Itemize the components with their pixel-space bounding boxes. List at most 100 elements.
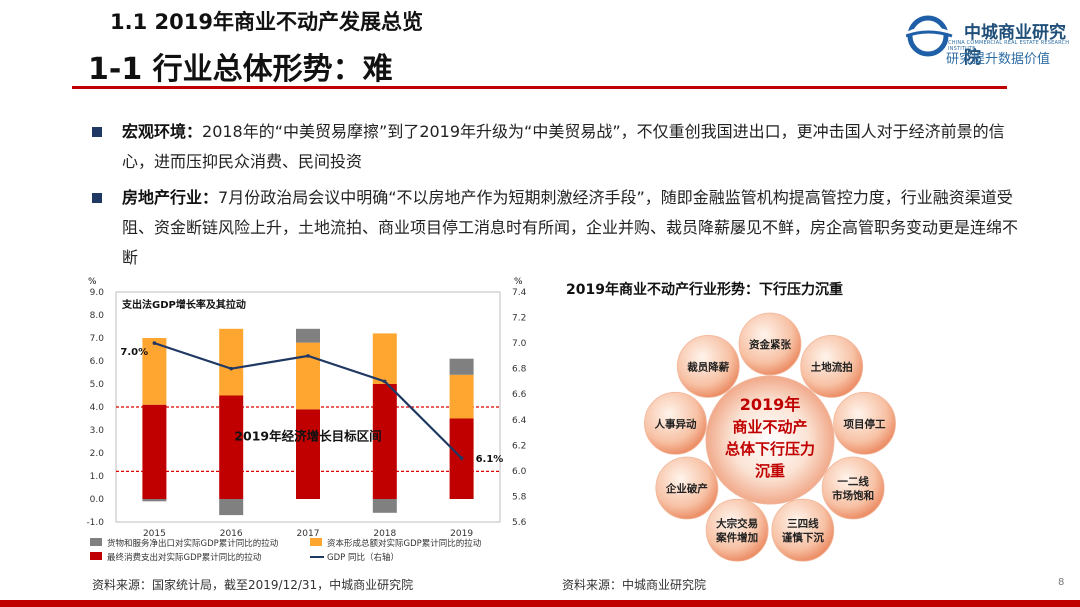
- bullet-realestate: 房地产行业：7月份政治局会议中明确“不以房地产作为短期刺激经济手段”，随即金融监…: [92, 183, 1022, 273]
- bar-capital-formation: [142, 338, 167, 405]
- factor-label: 谨慎下沉: [782, 531, 824, 544]
- bar-net-export: [449, 358, 474, 375]
- diagram-title: 2019年商业不动产行业形势：下行压力沉重: [566, 282, 843, 298]
- right-axis-unit: %: [514, 277, 523, 287]
- y2-tick-label: 7.4: [512, 288, 527, 298]
- factor-label: 人事异动: [654, 417, 696, 430]
- y2-tick-label: 6.4: [512, 416, 527, 426]
- gdp-point: [306, 354, 310, 358]
- bar-net-export: [372, 499, 397, 513]
- bar-consumption: [142, 404, 167, 499]
- y2-tick-label: 5.8: [512, 492, 527, 502]
- factor-label: 市场饱和: [832, 489, 874, 502]
- bullet-macro: 宏观环境：2018年的“中美贸易摩擦”到了2019年升级为“中美贸易战”，不仅重…: [92, 117, 1022, 177]
- header-divider: [72, 86, 1007, 89]
- y-tick-label: 3.0: [90, 426, 105, 436]
- factor-circle: [676, 335, 740, 398]
- x-tick-label: 2015: [143, 529, 166, 539]
- annotation-2015: 7.0%: [120, 347, 148, 358]
- section-title: 1.1 2019年商业不动产发展总览: [110, 10, 423, 34]
- gdp-point: [229, 366, 233, 371]
- y-tick-label: 2.0: [90, 449, 105, 459]
- factor-circle: [705, 498, 769, 562]
- bar-net-export: [296, 328, 320, 343]
- left-axis-unit: %: [88, 277, 97, 287]
- center-label-line: 商业不动产: [732, 418, 807, 436]
- x-tick-label: 2019: [450, 529, 473, 539]
- target-range-label: 2019年经济增长目标区间: [234, 428, 381, 443]
- bar-consumption: [219, 395, 244, 499]
- bar-capital-formation: [296, 342, 320, 410]
- factor-label: 企业破产: [665, 482, 708, 495]
- y2-tick-label: 6.6: [512, 390, 527, 400]
- center-label-line: 总体下行压力: [725, 440, 815, 458]
- x-tick-label: 2018: [373, 529, 396, 539]
- bar-net-export: [142, 499, 167, 502]
- y2-tick-label: 5.6: [512, 518, 527, 528]
- gdp-point: [152, 341, 157, 345]
- bullet-list: 宏观环境：2018年的“中美贸易摩擦”到了2019年升级为“中美贸易战”，不仅重…: [92, 117, 1022, 279]
- logo-slogan: 研究提升数据价值: [946, 52, 1051, 67]
- y-tick-label: 4.0: [90, 403, 105, 413]
- chart-source: 资料来源：国家统计局，截至2019/12/31，中城商业研究院: [92, 578, 414, 592]
- center-label-line: 沉重: [755, 462, 785, 480]
- annotation-2019: 6.1%: [476, 454, 504, 465]
- center-circle: [705, 375, 835, 505]
- page-number: 8: [1058, 577, 1065, 588]
- factor-circle: [821, 456, 885, 520]
- y-tick-label: 0.0: [90, 495, 105, 505]
- y2-tick-label: 7.2: [512, 314, 526, 324]
- factor-label: 案件增加: [715, 531, 758, 544]
- y-tick-label: -1.0: [86, 518, 104, 528]
- bullet-square-icon: [92, 193, 102, 203]
- factor-label: 一二线: [837, 475, 869, 488]
- diagram-source: 资料来源：中城商业研究院: [562, 578, 707, 592]
- factor-label: 资金紧张: [749, 338, 791, 351]
- factor-circle: [644, 391, 707, 455]
- legend-swatch: [90, 552, 102, 560]
- y-tick-label: 9.0: [90, 288, 105, 298]
- bullet-label: 宏观环境：: [122, 122, 203, 141]
- chart-title: 支出法GDP增长率及其拉动: [121, 298, 246, 311]
- factor-circle: [771, 498, 835, 562]
- bar-consumption: [296, 409, 320, 499]
- factor-label: 土地流拍: [811, 360, 853, 373]
- legend-label: 最终消费支出对实际GDP累计同比的拉动: [107, 552, 262, 563]
- y-tick-label: 5.0: [90, 380, 105, 390]
- y2-tick-label: 6.0: [512, 467, 527, 477]
- factor-label: 三四线: [787, 517, 819, 530]
- logo-name: 中城商业研究院: [964, 23, 1066, 68]
- bullet-text: 2018年的“中美贸易摩擦”到了2019年升级为“中美贸易战”，不仅重创我国进出…: [122, 122, 1005, 171]
- y2-tick-label: 6.8: [512, 365, 527, 375]
- y2-tick-label: 6.2: [512, 441, 526, 451]
- y-tick-label: 7.0: [90, 334, 105, 344]
- legend-label: 资本形成总额对实际GDP累计同比的拉动: [327, 538, 482, 549]
- x-tick-label: 2016: [220, 529, 243, 539]
- bar-capital-formation: [219, 328, 244, 396]
- bullet-square-icon: [92, 127, 102, 137]
- y-tick-label: 1.0: [90, 472, 105, 482]
- institute-logo-icon: [906, 15, 953, 57]
- y-tick-label: 8.0: [90, 311, 105, 321]
- page-title: 1-1 行业总体形势：难: [88, 52, 393, 87]
- factor-label: 裁员降薪: [687, 360, 729, 373]
- factor-circle: [655, 456, 719, 520]
- bar-net-export: [219, 499, 244, 516]
- y2-tick-label: 7.0: [512, 339, 527, 349]
- factor-circle: [800, 335, 864, 398]
- gdp-contribution-chart: 支出法GDP增长率及其拉动% %9.08.07.06.05.04.03.02.01…: [86, 277, 527, 563]
- footer-bar: [0, 600, 1080, 607]
- bullet-label: 房地产行业：: [122, 188, 219, 207]
- factor-label: 项目停工: [844, 417, 886, 430]
- y-tick-label: 6.0: [90, 357, 105, 367]
- gdp-point: [459, 456, 464, 460]
- gdp-point: [383, 379, 387, 384]
- x-tick-label: 2017: [297, 529, 320, 539]
- bullet-text: 7月份政治局会议中明确“不以房地产作为短期刺激经济手段”，随即金融监管机构提高管…: [122, 188, 1019, 267]
- legend-label: 货物和服务净出口对实际GDP累计同比的拉动: [107, 538, 279, 549]
- bar-capital-formation: [372, 333, 397, 384]
- bar-consumption: [372, 384, 397, 499]
- legend-swatch: [310, 538, 322, 546]
- logo-subtitle: CHINA COMMERCIAL REAL ESTATE RESEARCH IN…: [948, 40, 1070, 52]
